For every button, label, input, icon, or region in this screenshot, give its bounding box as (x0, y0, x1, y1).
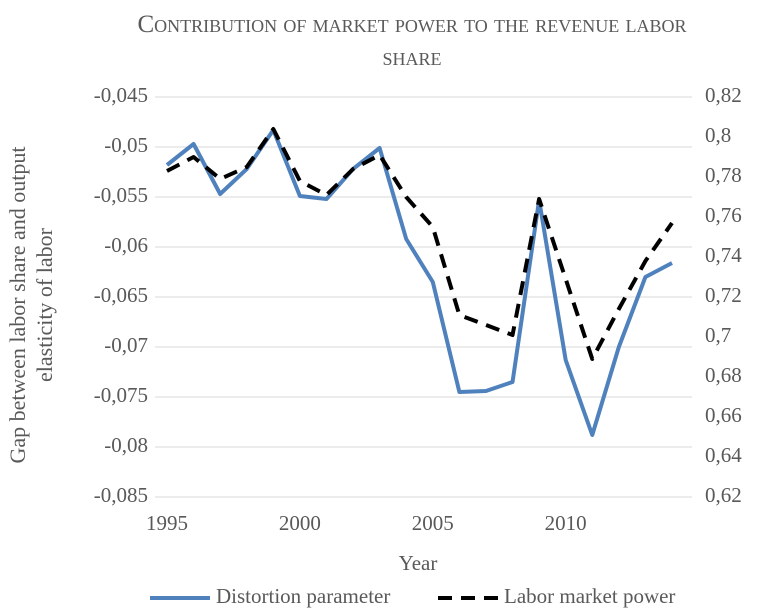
y-tick-label: -0,05 (104, 133, 148, 157)
y2-tick-label: 0,78 (705, 163, 742, 187)
y2-tick-label: 0,74 (705, 243, 742, 267)
chart-title: Contribution of market power to the reve… (137, 11, 687, 71)
y-tick-label: -0,065 (94, 283, 148, 307)
y2-tick-label: 0,72 (705, 283, 742, 307)
y-tick-label: -0,06 (104, 233, 148, 257)
y2-tick-label: 0,64 (705, 443, 742, 467)
legend-label: Distortion parameter (216, 584, 390, 608)
x-tick-label: 2000 (279, 511, 321, 535)
x-tick-label: 2010 (545, 511, 587, 535)
series-line (165, 128, 673, 437)
y-tick-label: -0,075 (94, 383, 148, 407)
x-tick-label: 2005 (412, 511, 454, 535)
y2-tick-label: 0,82 (705, 83, 742, 107)
y-tick-label: -0,085 (94, 483, 148, 507)
series-line (166, 127, 674, 361)
y2-tick-label: 0,68 (705, 363, 742, 387)
y2-tick-label: 0,62 (705, 483, 742, 507)
y2-tick-label: 0,76 (705, 203, 742, 227)
y-tick-label: -0,045 (94, 83, 148, 107)
x-axis-title: Year (399, 551, 438, 575)
y-tick-label: -0,07 (104, 333, 148, 357)
x-tick-label: 1995 (146, 511, 188, 535)
legend-label: Labor market power (504, 584, 675, 608)
y-tick-label: -0,08 (104, 433, 148, 457)
y-tick-label: -0,055 (94, 183, 148, 207)
y2-tick-label: 0,7 (705, 323, 731, 347)
y2-tick-label: 0,8 (705, 123, 731, 147)
y2-tick-label: 0,66 (705, 403, 742, 427)
